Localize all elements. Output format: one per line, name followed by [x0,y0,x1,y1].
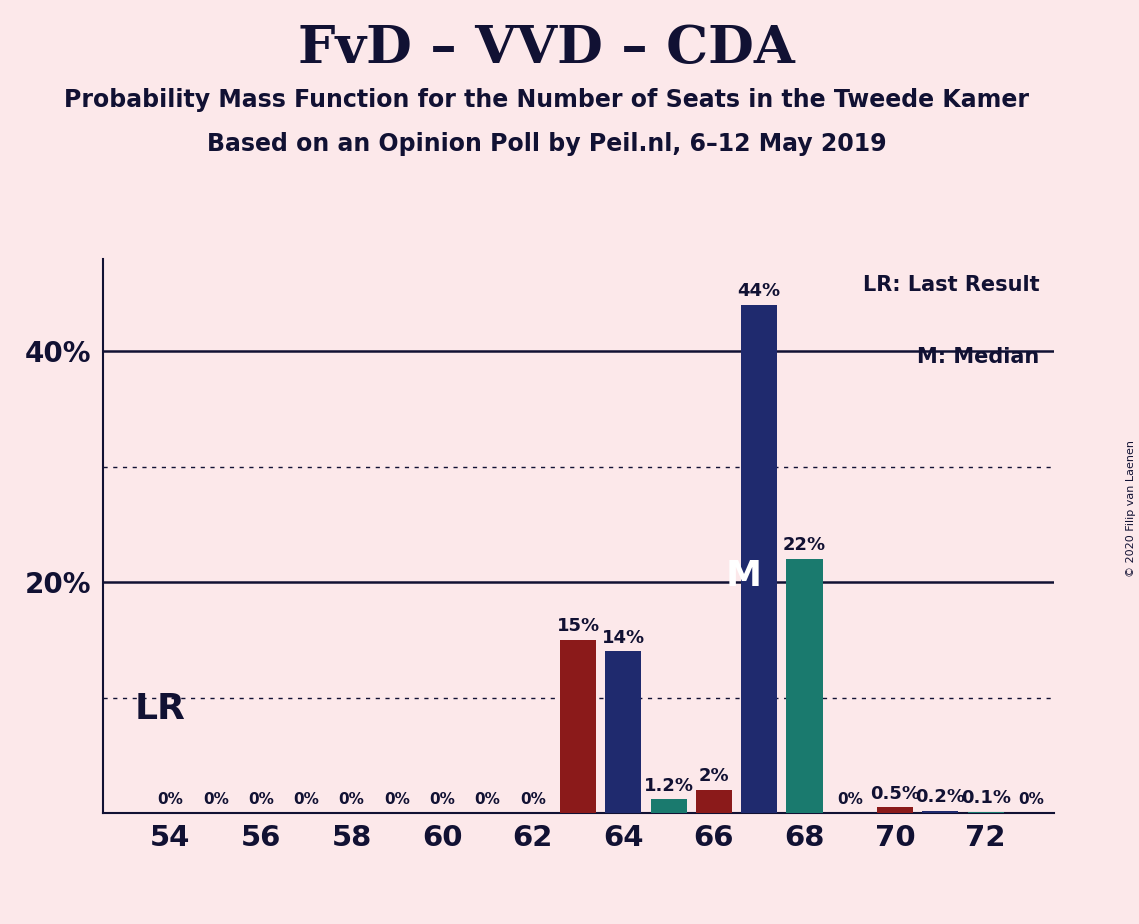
Text: 0%: 0% [1018,793,1043,808]
Bar [877,808,913,813]
Bar [605,651,641,813]
Text: 14%: 14% [601,629,645,647]
Text: 0%: 0% [837,793,862,808]
Text: LR: LR [134,692,185,726]
Text: 0%: 0% [475,793,500,808]
Bar [650,799,687,813]
Text: 0%: 0% [203,793,229,808]
Text: 0.2%: 0.2% [916,788,966,806]
Text: M: Median: M: Median [917,347,1039,368]
Text: 1.2%: 1.2% [644,777,694,795]
Bar [923,811,958,813]
Text: 22%: 22% [782,537,826,554]
Bar [741,305,777,813]
Text: Probability Mass Function for the Number of Seats in the Tweede Kamer: Probability Mass Function for the Number… [64,88,1030,112]
Text: Based on an Opinion Poll by Peil.nl, 6–12 May 2019: Based on an Opinion Poll by Peil.nl, 6–1… [207,132,886,156]
Text: 0%: 0% [384,793,410,808]
Text: 0%: 0% [294,793,319,808]
Text: 0%: 0% [429,793,456,808]
Bar [560,639,596,813]
Text: 0.1%: 0.1% [960,789,1010,808]
Text: 0%: 0% [519,793,546,808]
Bar [786,559,822,813]
Bar [967,812,1003,813]
Text: 2%: 2% [698,768,729,785]
Text: 44%: 44% [738,283,780,300]
Text: 0%: 0% [248,793,274,808]
Text: FvD – VVD – CDA: FvD – VVD – CDA [298,23,795,74]
Text: © 2020 Filip van Laenen: © 2020 Filip van Laenen [1126,440,1136,577]
Text: 15%: 15% [557,617,599,636]
Text: 0.5%: 0.5% [870,784,920,803]
Bar [696,790,732,813]
Text: 0%: 0% [338,793,364,808]
Text: 0%: 0% [157,793,183,808]
Text: LR: Last Result: LR: Last Result [862,275,1039,296]
Text: M: M [726,559,761,593]
